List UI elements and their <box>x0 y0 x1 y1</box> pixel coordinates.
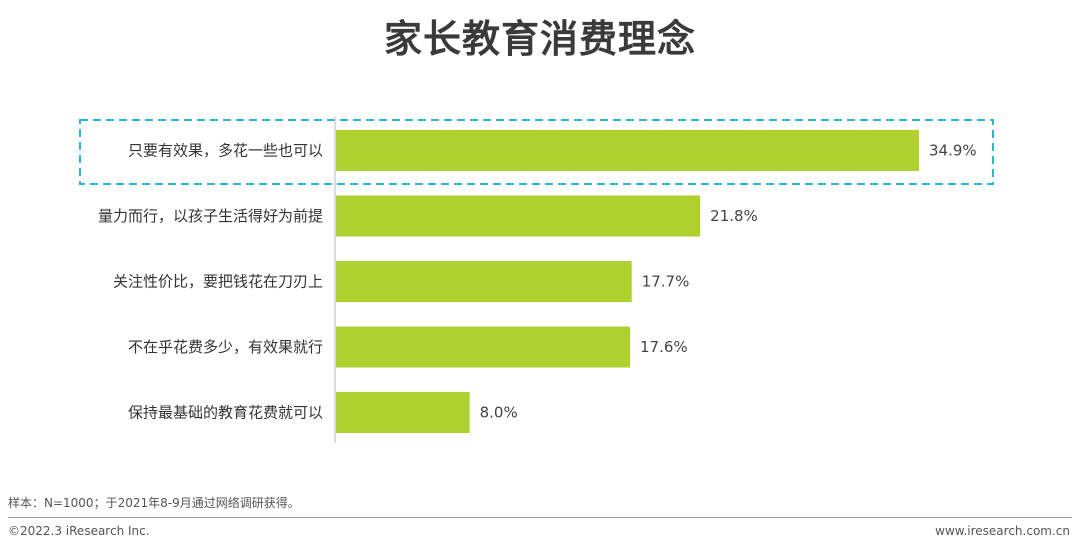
bar-chart: 只要有效果，多花一些也可以量力而行，以孩子生活得好为前提关注性价比，要把钱花在刀… <box>79 117 994 443</box>
bar <box>336 392 470 433</box>
sample-note: 样本：N=1000；于2021年8-9月通过网络调研获得。 <box>8 496 300 510</box>
website-link[interactable]: www.iresearch.com.cn <box>935 524 1070 538</box>
value-label: 21.8% <box>710 207 758 225</box>
category-label: 不在乎花费多少，有效果就行 <box>128 338 323 356</box>
value-label: 17.7% <box>642 273 690 291</box>
category-label: 关注性价比，要把钱花在刀刃上 <box>113 273 323 291</box>
chart-title: 家长教育消费理念 <box>383 17 696 61</box>
bar <box>336 261 632 302</box>
value-label: 8.0% <box>480 404 518 422</box>
value-label: 34.9% <box>929 142 977 160</box>
highlight-box <box>79 119 994 185</box>
bar <box>336 130 919 171</box>
category-label: 只要有效果，多花一些也可以 <box>128 142 323 160</box>
copyright-text: ©2022.3 iResearch Inc. <box>8 524 150 538</box>
bar <box>336 326 631 368</box>
category-label: 保持最基础的教育花费就可以 <box>128 404 323 422</box>
bar <box>336 195 701 237</box>
category-label: 量力而行，以孩子生活得好为前提 <box>98 207 323 225</box>
footer-divider <box>8 517 1072 518</box>
value-label: 17.6% <box>640 338 688 356</box>
